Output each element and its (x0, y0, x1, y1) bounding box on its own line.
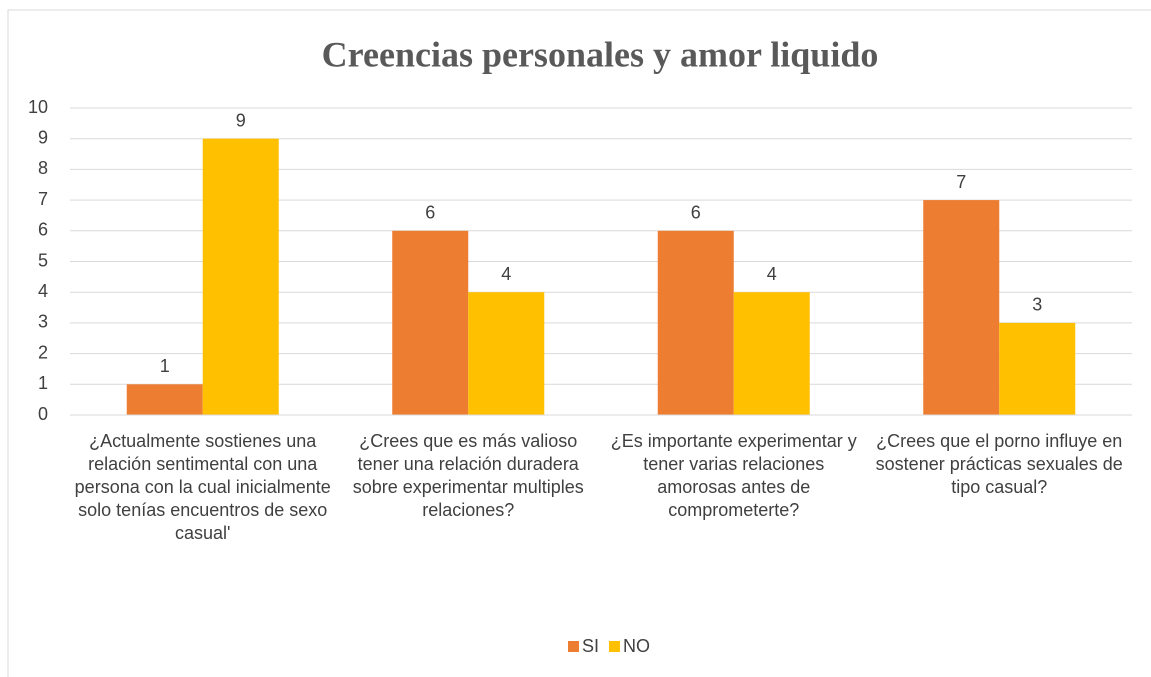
x-tick-label: ¿Crees que el porno influye en sostener p… (876, 431, 1123, 497)
y-tick-label: 4 (38, 281, 48, 301)
value-label: 4 (501, 264, 511, 284)
legend-swatch (568, 641, 579, 652)
value-label: 6 (425, 203, 435, 223)
bar (733, 292, 810, 415)
x-tick-label: ¿Crees que es más valioso tener una relac… (353, 431, 584, 520)
bar (923, 200, 1000, 415)
value-label: 9 (236, 110, 246, 130)
y-tick-label: 0 (38, 404, 48, 424)
bar (202, 138, 279, 415)
value-label: 4 (767, 264, 777, 284)
legend-swatch (609, 641, 621, 652)
y-tick-label: 9 (38, 127, 48, 147)
x-tick-label: ¿Es importante experimentar y tener varia… (611, 431, 857, 520)
y-tick-label: 10 (28, 97, 48, 117)
y-tick-label: 7 (38, 189, 48, 209)
y-tick-label: 2 (38, 342, 48, 362)
value-label: 7 (956, 172, 966, 192)
chart-border (7, 9, 1151, 677)
bar (392, 230, 469, 415)
value-label: 3 (1032, 295, 1042, 315)
bar (468, 292, 545, 415)
value-label: 1 (160, 356, 170, 376)
y-tick-label: 6 (38, 220, 48, 240)
x-tick-label: ¿Actualmente sostienes una relación senti… (75, 431, 331, 543)
value-label: 6 (691, 203, 701, 223)
bar (999, 322, 1076, 415)
legend-label: NO (623, 636, 650, 656)
y-tick-label: 1 (38, 373, 48, 393)
y-tick-label: 5 (38, 250, 48, 270)
chart-title: Creencias personales y amor liquido (322, 34, 879, 74)
y-tick-label: 3 (38, 312, 48, 332)
bar (126, 384, 203, 415)
bar (657, 230, 734, 415)
legend-label: SI (582, 636, 599, 656)
y-tick-label: 8 (38, 158, 48, 178)
